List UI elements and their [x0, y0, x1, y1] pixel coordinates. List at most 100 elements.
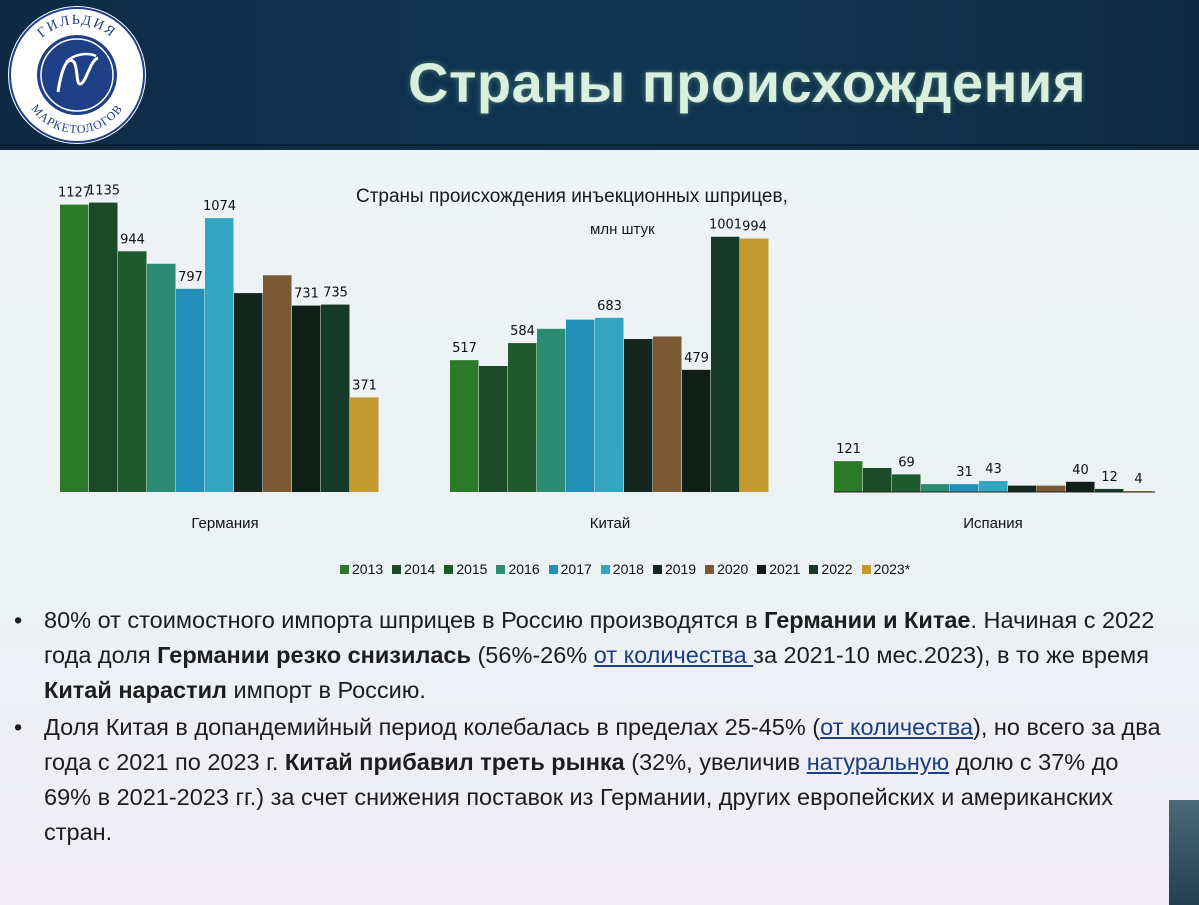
legend-swatch [444, 564, 454, 574]
legend-label: 2023* [873, 561, 911, 577]
legend-label: 2016 [508, 561, 540, 577]
data-label: 12 [1101, 470, 1118, 485]
data-label: 1127 [58, 186, 91, 201]
bullet-icon: • [14, 607, 23, 633]
legend-item: 2023* [861, 561, 911, 577]
category-label: Германия [191, 515, 258, 532]
data-label: 371 [352, 378, 377, 393]
legend-swatch [652, 564, 662, 574]
legend-label: 2019 [664, 561, 697, 577]
legend-item: 2019 [652, 561, 697, 577]
bullet1-bold-2: Германии резко снизилась [157, 642, 471, 668]
bar-Китай-2017 [566, 319, 595, 492]
category-label: Китай [590, 515, 631, 532]
bar-Германия-2020 [263, 275, 292, 492]
chart-legend: 2013 2014 2015 2016 2017 2018 2019 2020 2021 2022… [340, 561, 910, 577]
bullet2-link-natural[interactable]: натуральную [806, 749, 950, 775]
bullet1-text-2: . Начиная с 2022 года доля [44, 607, 1155, 668]
bar-Испания-2017 [950, 484, 979, 492]
bullet2-bold-1: Китай прибавил треть рынка [284, 749, 625, 775]
data-label: 4 [1134, 472, 1142, 487]
data-label: 797 [178, 270, 203, 285]
bullet-icon: • [14, 714, 23, 740]
bar-Испания-2014 [863, 468, 892, 492]
data-label: 731 [294, 287, 319, 302]
bar-Китай-2018 [595, 317, 624, 492]
bar-Китай-2013 [450, 360, 479, 492]
data-label: 517 [452, 341, 477, 356]
data-label: 43 [985, 462, 1002, 477]
legend-swatch [757, 564, 767, 574]
data-label: 584 [510, 324, 535, 339]
bar-Китай-2016 [537, 328, 566, 492]
legend-swatch [600, 564, 610, 574]
bar-Испания-2020 [1037, 485, 1066, 492]
legend-label: 2018 [612, 561, 644, 577]
data-label: 1074 [203, 199, 236, 214]
slide-title: Страны происхождения [408, 51, 1087, 114]
legend-item: 2014 [392, 561, 435, 577]
body-text: • 80% от стоимостного импорта шприцев в … [14, 603, 1164, 852]
bar-Китай-2019 [624, 339, 653, 492]
data-label: 944 [120, 232, 145, 247]
bullet2-text-1: Доля Китая в допандемийный период колеба… [44, 714, 821, 740]
legend-label: 2014 [404, 561, 436, 577]
legend-label: 2020 [717, 561, 749, 577]
bar-Китай-2023* [740, 238, 769, 492]
bullet2-link-quantity[interactable]: от количества [820, 714, 974, 740]
bullet1-link-quantity[interactable]: от количества [593, 642, 754, 668]
data-label: 1135 [87, 184, 120, 199]
bar-Германия-2021 [292, 305, 321, 492]
legend-label: 2013 [352, 561, 384, 577]
bar-Испания-2015 [892, 474, 921, 492]
bar-Испания-2022 [1095, 488, 1124, 492]
chart-unit: млн штук [590, 221, 655, 238]
bar-Германия-2017 [176, 288, 205, 492]
legend-label: 2017 [560, 561, 592, 577]
bar-Испания-2013 [834, 461, 863, 492]
bullet2-text-2: ), но всего за два года с 2021 по 2023 г… [44, 714, 1161, 775]
data-label: 1001 [709, 218, 742, 233]
legend-swatch [548, 564, 558, 574]
legend-item: 2022 [809, 561, 853, 577]
decorative-corner [1169, 800, 1199, 905]
bullet1-text-5: импорт в Россию. [227, 677, 426, 703]
legend-label: 2022 [821, 561, 853, 577]
category-label: Испания [963, 515, 1023, 532]
chart-title: Страны происхождения инъекционных шприце… [356, 186, 788, 207]
legend-swatch [861, 564, 871, 574]
data-label: 994 [742, 220, 767, 235]
bullet1-text-1: 80% от стоимостного импорта шприцев в Ро… [44, 607, 765, 633]
bar-Германия-2019 [234, 293, 263, 492]
bar-Китай-2022 [711, 236, 740, 492]
data-label: 31 [956, 465, 973, 480]
bar-Испания-2021 [1066, 481, 1095, 492]
legend-swatch [809, 564, 819, 574]
bullet2-text-3: (32%, увеличив [624, 749, 807, 775]
bullet-item-2: • Доля Китая в допандемийный период коле… [14, 710, 1164, 850]
bar-Германия-2013 [60, 204, 89, 493]
bar-Германия-2014 [89, 202, 118, 492]
data-label: 683 [597, 299, 622, 314]
bar-Германия-2016 [147, 263, 176, 492]
data-label: 121 [836, 442, 861, 457]
data-label: 479 [684, 351, 709, 366]
bar-Германия-2023* [350, 397, 379, 492]
legend-label: 2015 [456, 561, 488, 577]
guild-logo: ГИЛЬДИЯ МАРКЕТОЛОГОВ [8, 6, 146, 144]
legend-item: 2021 [757, 561, 800, 577]
bar-Испания-2018 [979, 481, 1008, 492]
slide-content [0, 150, 1199, 905]
bullet1-text-4: за 2021-10 мес.2023), в то же время [753, 642, 1149, 668]
bar-Германия-2015 [118, 251, 147, 492]
legend-item: 2016 [496, 561, 540, 577]
bar-Китай-2014 [479, 366, 508, 492]
legend-label: 2021 [769, 561, 801, 577]
legend-item: 2020 [705, 561, 748, 577]
bar-Китай-2021 [682, 369, 711, 492]
bar-Испания-2016 [921, 484, 950, 492]
slide-header: ГИЛЬДИЯ МАРКЕТОЛОГОВ Страны происхождени… [0, 0, 1199, 150]
legend-swatch [340, 564, 349, 574]
bullet1-bold-1: Германии и Китае [764, 607, 971, 633]
